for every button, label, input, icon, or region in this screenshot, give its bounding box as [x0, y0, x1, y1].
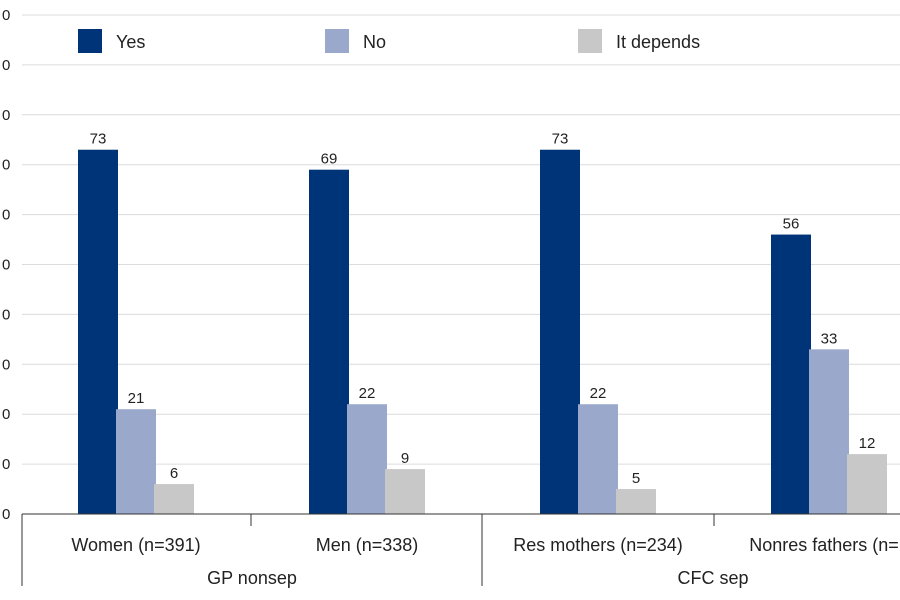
data-label: 12 — [859, 435, 876, 452]
legend: Yes No It depends — [78, 29, 700, 53]
data-label: 56 — [783, 216, 800, 233]
bar-no — [578, 404, 618, 514]
data-label: 22 — [590, 385, 607, 402]
data-label: 73 — [90, 131, 107, 148]
bar-yes — [78, 149, 118, 515]
y-tick-label: 0 — [2, 157, 10, 174]
bar-it-depends — [616, 489, 656, 514]
legend-label: Yes — [116, 32, 145, 52]
bar-it-depends — [385, 469, 425, 514]
y-tick-label: 0 — [2, 207, 10, 224]
axes: Women (n=391) Men (n=338) Res mothers (n=2… — [21, 513, 900, 588]
bar-yes — [771, 234, 811, 514]
bar-it-depends — [847, 454, 887, 514]
data-label: 73 — [552, 131, 569, 148]
data-label: 9 — [401, 450, 409, 467]
data-label: 69 — [321, 151, 338, 168]
bar-it-depends — [154, 484, 194, 514]
legend-swatch — [325, 29, 349, 53]
y-tick-label: 0 — [2, 107, 10, 124]
bar-yes — [540, 149, 580, 515]
data-label: 22 — [359, 385, 376, 402]
y-tick-label: 0 — [2, 356, 10, 373]
group-label: GP nonsep — [207, 568, 297, 588]
bar-yes — [309, 169, 349, 514]
data-label: 5 — [632, 470, 640, 487]
y-tick-label: 0 — [2, 7, 10, 24]
category-label: Men (n=338) — [316, 535, 419, 555]
bars — [78, 149, 887, 515]
data-label: 33 — [821, 330, 838, 347]
data-label: 21 — [128, 390, 145, 407]
y-tick-label: 0 — [2, 406, 10, 423]
y-tick-label: 0 — [2, 57, 10, 74]
category-label: Nonres fathers (n=1 — [749, 535, 900, 555]
bar-no — [116, 409, 156, 514]
legend-swatch — [78, 29, 102, 53]
data-labels: 73 21 6 69 22 9 73 22 5 56 33 12 — [90, 131, 876, 487]
legend-swatch — [578, 29, 602, 53]
legend-label: No — [363, 32, 386, 52]
bar-no — [347, 404, 387, 514]
category-label: Res mothers (n=234) — [513, 535, 683, 555]
legend-label: It depends — [616, 32, 700, 52]
gridlines — [22, 14, 900, 465]
y-tick-label: 0 — [2, 506, 10, 523]
y-axis-ticks: 0 0 0 0 0 0 0 0 0 0 0 — [2, 7, 10, 523]
group-label: CFC sep — [677, 568, 748, 588]
data-label: 6 — [170, 465, 178, 482]
y-tick-label: 0 — [2, 306, 10, 323]
y-tick-label: 0 — [2, 257, 10, 274]
bar-no — [809, 349, 849, 514]
category-label: Women (n=391) — [71, 535, 200, 555]
y-tick-label: 0 — [2, 456, 10, 473]
